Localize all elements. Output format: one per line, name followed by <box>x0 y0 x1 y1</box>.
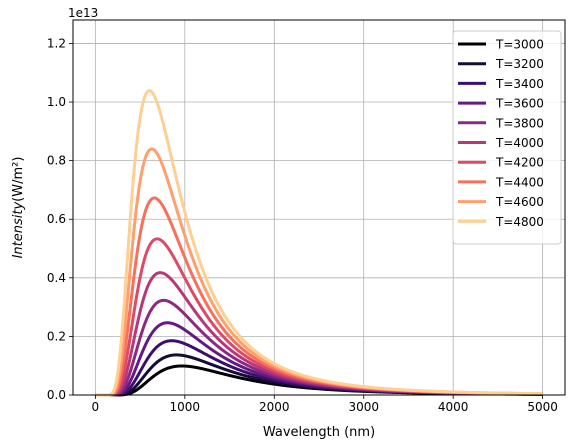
series-line <box>94 353 544 397</box>
series-line <box>94 271 544 397</box>
y-tick-label: 0.6 <box>47 212 66 226</box>
legend-label: T=3800 <box>495 116 544 130</box>
x-tick-label: 2000 <box>259 400 290 414</box>
legend-label: T=4000 <box>495 136 544 150</box>
y-offset-label: 1e13 <box>68 6 98 20</box>
legend-label: T=3600 <box>495 97 544 111</box>
x-tick-label: 0 <box>92 400 100 414</box>
legend-label: T=4400 <box>495 175 544 189</box>
x-tick-label: 3000 <box>348 400 379 414</box>
y-tick-label: 1.0 <box>47 95 66 109</box>
x-tick-label: 5000 <box>527 400 558 414</box>
legend-label: T=3200 <box>495 57 544 71</box>
series-line <box>94 89 544 397</box>
y-axis-ticks: 0.0 0.2 0.4 0.6 0.8 1.0 1.2 <box>47 36 73 402</box>
legend-label: T=3000 <box>495 38 544 52</box>
y-tick-label: 0.8 <box>47 154 66 168</box>
x-axis-label: Wavelength (nm) <box>263 425 375 440</box>
x-tick-label: 1000 <box>170 400 201 414</box>
series-lines <box>94 89 544 397</box>
x-tick-label: 4000 <box>438 400 469 414</box>
y-axis-label: Intensity(W/m²) <box>11 157 26 259</box>
legend-label: T=4600 <box>495 195 544 209</box>
y-tick-label: 1.2 <box>47 36 66 50</box>
axes-frame <box>72 19 566 396</box>
legend-label: T=4800 <box>495 215 544 229</box>
x-axis-ticks: 0 1000 2000 3000 4000 5000 <box>92 395 558 414</box>
legend: T=3000 T=3200 T=3400 T=3600 T=3800 T=4000 T=42… <box>452 30 562 245</box>
y-tick-label: 0.4 <box>47 271 66 285</box>
legend-label: T=4200 <box>495 156 544 170</box>
y-tick-label: 0.0 <box>47 388 66 402</box>
legend-label: T=3400 <box>495 77 544 91</box>
y-tick-label: 0.2 <box>47 329 66 343</box>
